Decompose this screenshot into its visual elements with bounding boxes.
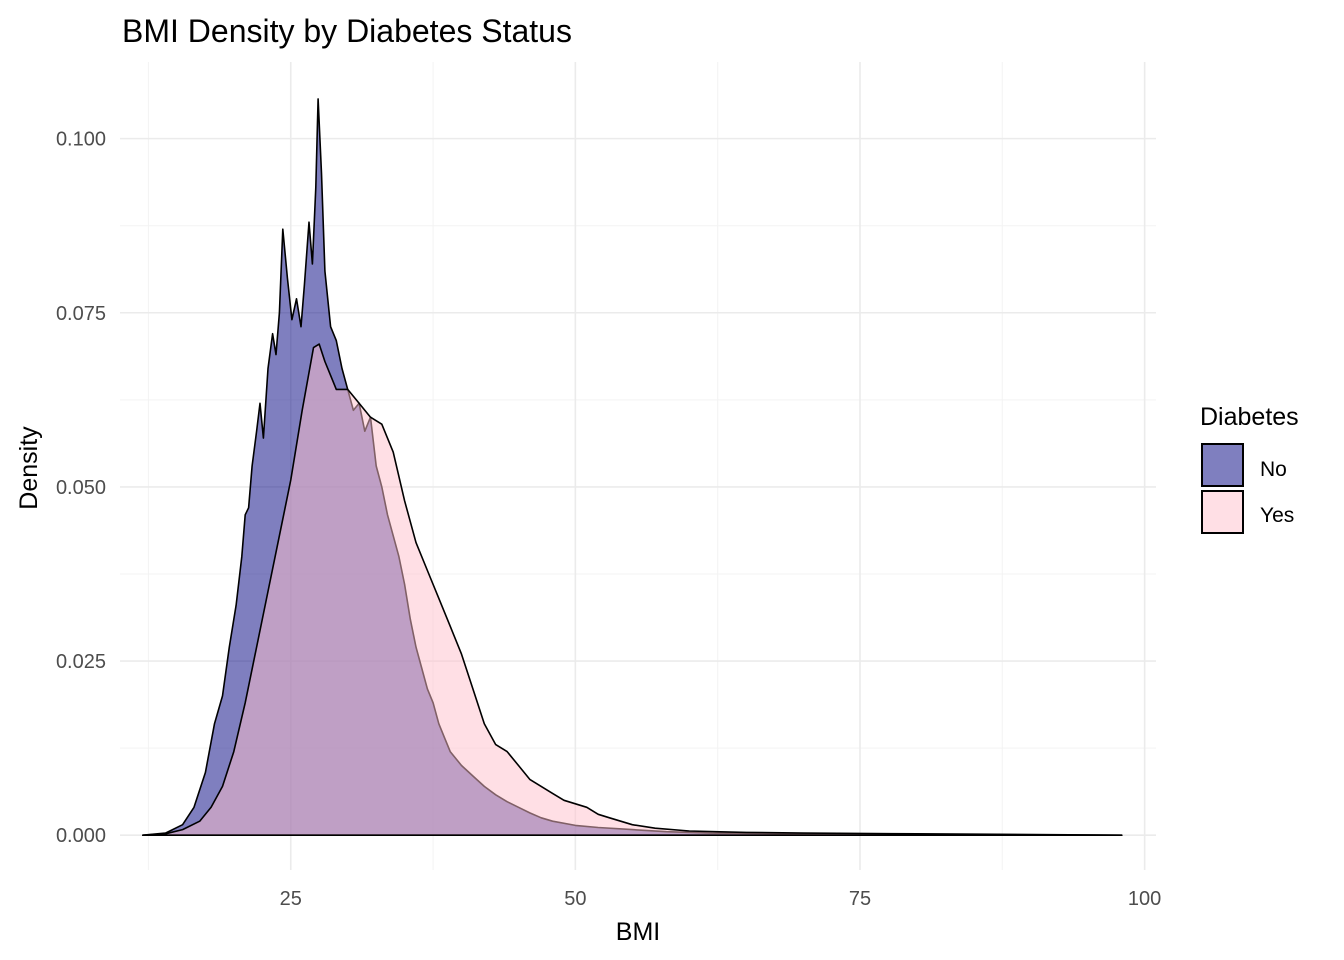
y-tick-label: 0.000 [56,825,106,847]
y-axis-title: Density [15,426,43,510]
y-tick-label: 0.100 [56,129,106,151]
x-tick-label: 25 [280,888,302,910]
legend: Diabetes No Yes [1200,403,1299,534]
x-axis-title: BMI [616,918,660,946]
chart-title: BMI Density by Diabetes Status [122,13,572,49]
legend-label-yes: Yes [1260,504,1294,527]
y-tick-label: 0.050 [56,477,106,499]
y-axis-tick-labels: 0.000 0.025 0.050 0.075 0.100 [56,129,106,848]
y-tick-label: 0.025 [56,651,106,673]
legend-key-yes [1201,490,1244,534]
density-area-yes [142,343,1123,836]
x-tick-label: 50 [564,888,586,910]
x-tick-label: 100 [1128,888,1161,910]
legend-label-no: No [1260,458,1287,481]
y-tick-label: 0.075 [56,303,106,325]
density-areas [142,98,1123,836]
x-axis-tick-labels: 25 50 75 100 [280,888,1162,910]
x-tick-label: 75 [849,888,871,910]
legend-key-no [1201,443,1244,487]
legend-title: Diabetes [1200,403,1299,431]
